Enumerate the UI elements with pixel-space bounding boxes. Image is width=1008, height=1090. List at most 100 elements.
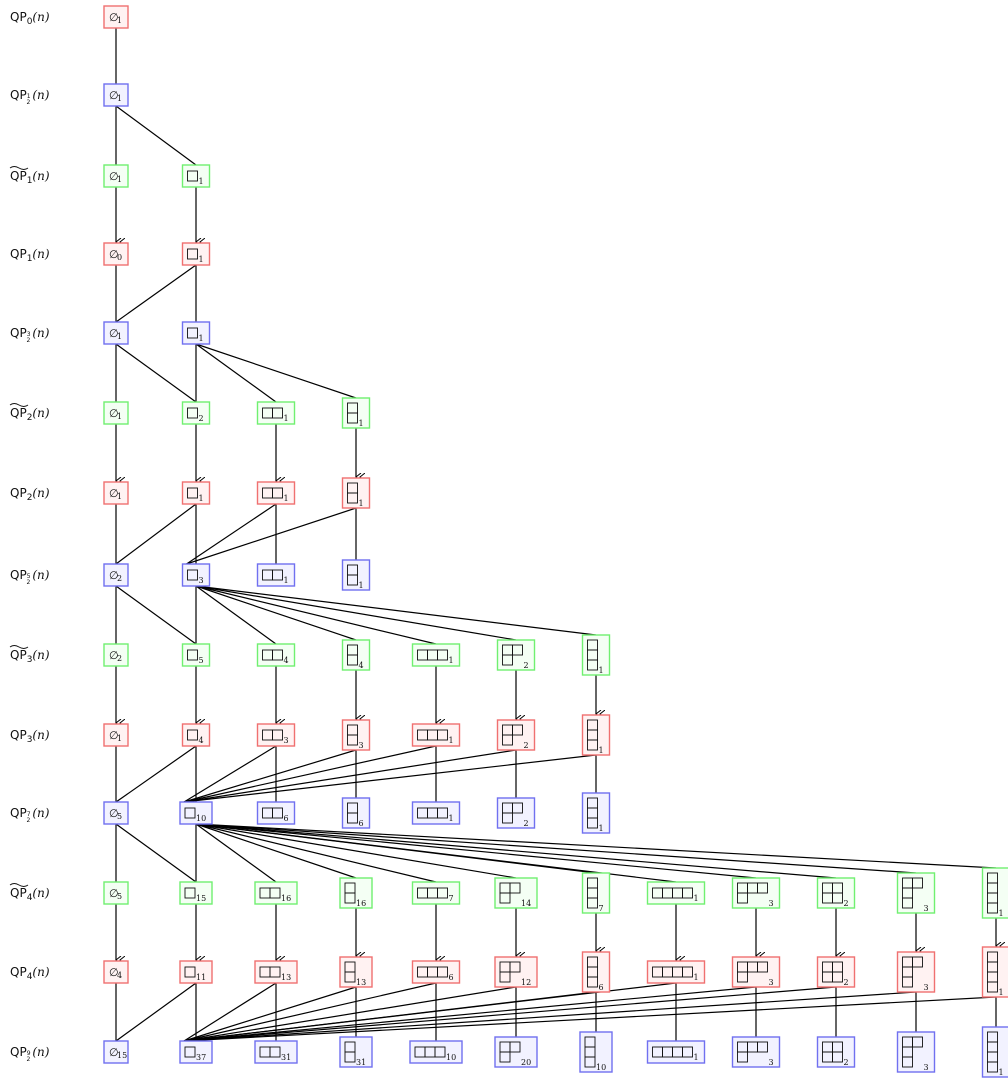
node-count: 1 bbox=[599, 666, 604, 675]
young-cell bbox=[187, 170, 198, 182]
partition-node: 1 bbox=[341, 559, 371, 591]
node-count: 1 bbox=[199, 334, 204, 343]
node-box bbox=[103, 881, 129, 905]
young-cell bbox=[344, 971, 356, 983]
young-diagram bbox=[344, 961, 356, 983]
young-cell bbox=[347, 654, 358, 666]
inclusion-edge bbox=[195, 585, 277, 645]
young-diagram bbox=[259, 1046, 281, 1058]
young-diagram bbox=[184, 807, 196, 819]
young-diagram bbox=[502, 802, 523, 824]
node-count: 3 bbox=[284, 736, 289, 745]
node-box bbox=[179, 881, 213, 905]
young-cell bbox=[187, 248, 198, 260]
node-box bbox=[409, 1040, 463, 1064]
young-diagram bbox=[584, 1036, 596, 1068]
young-cell bbox=[499, 1051, 511, 1063]
inclusion-edge bbox=[115, 503, 197, 565]
inclusion-edge bbox=[195, 823, 357, 879]
young-cell bbox=[757, 1041, 768, 1053]
young-diagram bbox=[187, 649, 198, 661]
young-cell bbox=[272, 407, 283, 419]
young-diagram bbox=[737, 882, 768, 904]
node-box bbox=[411, 643, 461, 667]
partition-node: 1 bbox=[646, 1040, 706, 1064]
row-label-frac-den: 2 bbox=[27, 579, 31, 586]
inclusion-edge bbox=[195, 823, 277, 883]
young-cell bbox=[512, 802, 523, 814]
partition-node: 1 bbox=[181, 242, 211, 266]
partition-node: ∅1 bbox=[103, 481, 129, 505]
young-diagram bbox=[987, 872, 998, 914]
partition-node: ∅1 bbox=[103, 83, 129, 107]
row-label-base: QP bbox=[10, 886, 27, 900]
partition-node: ∅1 bbox=[103, 5, 129, 29]
node-count: 10 bbox=[196, 814, 206, 823]
node-count: 3 bbox=[199, 576, 204, 585]
row-label-arg: (n) bbox=[32, 886, 49, 900]
node-count: 2 bbox=[524, 661, 529, 670]
young-cell bbox=[509, 1041, 521, 1053]
node-count: 2 bbox=[524, 741, 529, 750]
empty-partition-symbol: ∅ bbox=[109, 729, 119, 742]
young-cell bbox=[682, 887, 693, 899]
row-label-arg: (n) bbox=[32, 806, 49, 820]
partition-node: 37 bbox=[179, 1040, 213, 1064]
young-cell bbox=[187, 327, 198, 339]
node-count: 1 bbox=[999, 1068, 1004, 1077]
young-cell bbox=[269, 887, 281, 899]
partition-node: 6 bbox=[581, 951, 611, 993]
empty-partition-symbol: ∅ bbox=[109, 807, 119, 820]
row-label-base: QP bbox=[10, 965, 27, 979]
node-count: 1 bbox=[449, 656, 454, 665]
partition-node: 1 bbox=[646, 960, 706, 984]
node-box bbox=[103, 723, 129, 747]
young-cell bbox=[437, 729, 448, 741]
node-box bbox=[181, 481, 211, 505]
row-label-base: QP bbox=[10, 648, 27, 662]
node-box bbox=[103, 643, 129, 667]
inclusion-edge bbox=[195, 823, 997, 869]
row-label: QP2(n) bbox=[10, 486, 50, 503]
young-diagram bbox=[262, 487, 283, 499]
young-diagram bbox=[262, 407, 283, 419]
young-diagram bbox=[737, 961, 768, 983]
empty-partition-symbol: ∅ bbox=[109, 887, 119, 900]
row-label-arg: (n) bbox=[32, 1045, 49, 1059]
partition-node: 1 bbox=[256, 401, 296, 425]
partition-node: 2 bbox=[816, 1036, 856, 1068]
inclusion-edge bbox=[195, 823, 517, 879]
young-cell bbox=[434, 1046, 446, 1058]
partition-node: 1 bbox=[981, 946, 1008, 998]
young-diagram bbox=[262, 729, 283, 741]
young-cell bbox=[912, 877, 923, 889]
empty-partition-symbol: ∅ bbox=[109, 11, 119, 24]
young-cell bbox=[499, 971, 511, 983]
young-diagram bbox=[987, 1031, 998, 1073]
inclusion-edge bbox=[183, 749, 517, 803]
partition-node: 5 bbox=[181, 643, 211, 667]
young-diagram bbox=[187, 729, 198, 741]
row-label-arg: (n) bbox=[32, 10, 49, 24]
partition-node: 1 bbox=[581, 714, 611, 756]
row-label: QP4(n) bbox=[10, 965, 50, 982]
young-diagram bbox=[499, 961, 521, 983]
inclusion-edge bbox=[186, 507, 357, 565]
partition-node: 1 bbox=[581, 792, 611, 834]
inclusion-edge bbox=[183, 986, 357, 1042]
partition-node: 3 bbox=[256, 723, 296, 747]
young-diagram bbox=[417, 966, 448, 978]
node-box bbox=[181, 643, 211, 667]
node-count: 2 bbox=[844, 899, 849, 908]
row-label-arg: (n) bbox=[32, 169, 49, 183]
node-count: 31 bbox=[281, 1053, 291, 1062]
young-diagram bbox=[652, 887, 693, 899]
young-cell bbox=[902, 976, 913, 988]
partition-node: 1 bbox=[181, 164, 211, 188]
node-count: 6 bbox=[599, 983, 604, 992]
node-count: 2 bbox=[844, 1058, 849, 1067]
node-count: 1 bbox=[284, 576, 289, 585]
partition-node: 1 bbox=[581, 634, 611, 676]
node-count: 1 bbox=[599, 746, 604, 755]
young-cell bbox=[509, 882, 521, 894]
